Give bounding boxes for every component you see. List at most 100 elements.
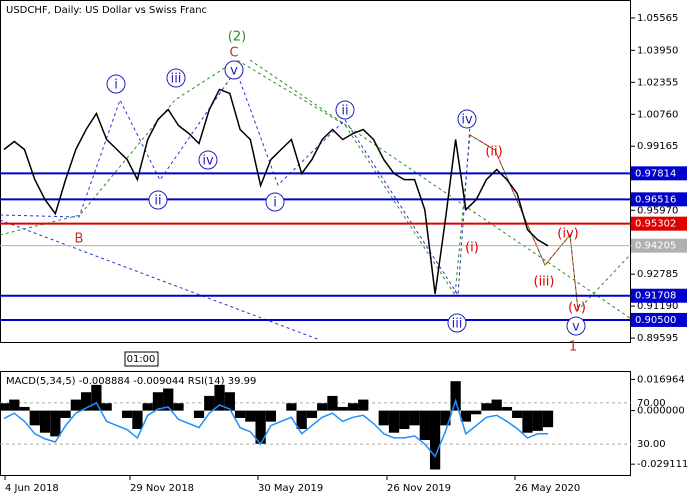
wave-label: v bbox=[572, 320, 580, 335]
macd-bar bbox=[245, 410, 256, 422]
wave-label: ii bbox=[341, 104, 348, 119]
macd-bar bbox=[440, 410, 451, 426]
macd-bar bbox=[142, 403, 153, 411]
macd-bar bbox=[388, 410, 400, 433]
macd-bar bbox=[173, 403, 184, 411]
macd-bar bbox=[193, 410, 205, 418]
y-tick-label: 1.02355 bbox=[637, 77, 678, 88]
wave-circle bbox=[166, 68, 186, 88]
rsi-line bbox=[3, 398, 548, 458]
macd-bar bbox=[501, 406, 513, 411]
level-box bbox=[631, 216, 687, 231]
macd-bar bbox=[29, 410, 40, 426]
x-tick-label: 30 May 2019 bbox=[258, 483, 323, 494]
wave-label: i bbox=[114, 78, 118, 93]
macd-bar bbox=[306, 410, 318, 418]
level-label: 0.90500 bbox=[635, 315, 676, 326]
macd-bar bbox=[460, 410, 472, 422]
y-tick-label: 0.99165 bbox=[637, 141, 678, 152]
y-tick-label: 0.95970 bbox=[637, 205, 678, 216]
time-box bbox=[124, 351, 159, 367]
macd-bar bbox=[347, 403, 359, 411]
wave-label: (ii) bbox=[485, 145, 502, 160]
chart-title: USDCHF, Daily: US Dollar vs Swiss Franc bbox=[6, 5, 207, 16]
wave-circle bbox=[198, 150, 218, 170]
wave-circle bbox=[335, 100, 355, 120]
macd-bar bbox=[399, 410, 410, 430]
time-label: 01:00 bbox=[127, 354, 156, 365]
subwave-line bbox=[469, 134, 579, 311]
level-box bbox=[631, 192, 687, 207]
y-tick-label: 1.05565 bbox=[637, 13, 678, 24]
macd-bar bbox=[132, 410, 143, 430]
wave-label: iii bbox=[171, 72, 182, 87]
rsi-tick-label: 70.00 bbox=[637, 398, 666, 409]
level-label: 0.96516 bbox=[635, 194, 676, 205]
macd-bar bbox=[152, 392, 164, 411]
macd-bar bbox=[522, 410, 533, 433]
macd-bar bbox=[70, 399, 81, 411]
wave-circle bbox=[106, 74, 126, 94]
macd-bar bbox=[317, 403, 328, 411]
macd-bar bbox=[9, 399, 20, 411]
macd-bar bbox=[296, 410, 307, 430]
macd-bar bbox=[327, 395, 338, 411]
macd-tick-label: -0.029111 bbox=[637, 459, 688, 470]
y-tick-label: 0.89595 bbox=[637, 333, 678, 344]
wave-label: (2) bbox=[228, 30, 246, 45]
wave-label: (iii) bbox=[534, 275, 555, 290]
macd-bar bbox=[234, 410, 246, 418]
macd-bar bbox=[0, 403, 10, 411]
macd-bar bbox=[512, 410, 523, 418]
wave-circle bbox=[265, 192, 285, 212]
wave-label: iv bbox=[461, 113, 473, 128]
wave-label: (iv) bbox=[557, 227, 578, 242]
macd-bar bbox=[204, 395, 215, 411]
macd-bar bbox=[450, 381, 461, 411]
x-tick-label: 26 May 2020 bbox=[515, 483, 580, 494]
macd-tick-label: 0.000000 bbox=[637, 406, 685, 417]
macd-bar bbox=[214, 384, 225, 411]
macd-bar bbox=[337, 406, 348, 411]
wave-circle bbox=[224, 60, 244, 80]
macd-bar bbox=[491, 399, 502, 411]
level-label: 0.91708 bbox=[635, 291, 676, 302]
y-tick-label: 0.92785 bbox=[637, 269, 678, 280]
y-tick-label: 1.00760 bbox=[637, 109, 678, 120]
macd-bar bbox=[378, 410, 389, 426]
y-tick-label: 1.03950 bbox=[637, 45, 678, 56]
y-tick-label: 0.91190 bbox=[637, 301, 678, 312]
wave-label: v bbox=[230, 64, 238, 79]
level-label: 0.95302 bbox=[635, 219, 676, 230]
indicator-panel bbox=[0, 371, 631, 476]
wave-label: ii bbox=[154, 194, 161, 209]
macd-bar bbox=[80, 392, 92, 411]
wave-circle bbox=[148, 190, 168, 210]
x-tick-label: 4 Jun 2018 bbox=[5, 483, 59, 494]
wave-label: (i) bbox=[465, 241, 479, 256]
level-box bbox=[631, 238, 687, 253]
wave-label: iii bbox=[452, 317, 463, 332]
macd-bar bbox=[60, 410, 71, 418]
x-tick-label: 26 Nov 2019 bbox=[387, 483, 451, 494]
wave-circle bbox=[457, 109, 477, 129]
wave-label: iv bbox=[202, 154, 214, 169]
macd-bar bbox=[429, 410, 441, 470]
wave-label: (v) bbox=[568, 301, 586, 316]
wave-circle bbox=[566, 316, 586, 336]
channel-line bbox=[249, 59, 631, 319]
macd-bar bbox=[91, 384, 102, 411]
macd-bar bbox=[532, 410, 543, 431]
macd-bar bbox=[481, 403, 492, 411]
macd-bar bbox=[224, 392, 235, 411]
wave-label: B bbox=[75, 232, 84, 247]
macd-bar bbox=[265, 410, 276, 422]
macd-bar bbox=[39, 410, 51, 433]
wave-label: C bbox=[229, 46, 238, 61]
macd-bar bbox=[419, 410, 430, 441]
macd-bar bbox=[542, 410, 554, 428]
macd-bar bbox=[50, 410, 61, 437]
level-label: 0.94205 bbox=[635, 241, 676, 252]
